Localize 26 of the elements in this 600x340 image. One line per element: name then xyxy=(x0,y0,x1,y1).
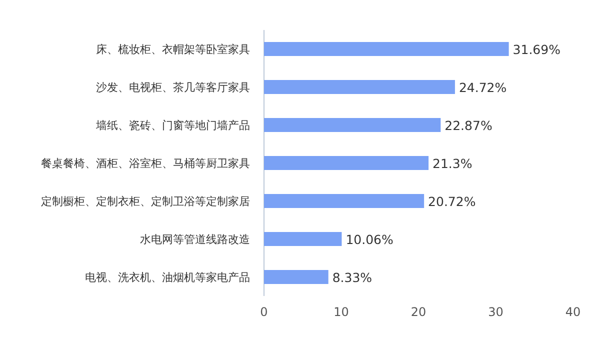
y-tick-label: 电视、洗衣机、油烟机等家电产品 xyxy=(85,271,250,284)
bar xyxy=(264,42,509,56)
x-tick-label: 10 xyxy=(334,305,349,319)
bar xyxy=(264,232,342,246)
x-tick-label: 30 xyxy=(488,305,504,319)
bar xyxy=(264,80,455,94)
data-label: 10.06% xyxy=(346,232,394,247)
y-tick-label: 墙纸、瓷砖、门窗等地门墙产品 xyxy=(95,119,250,132)
x-tick-label: 0 xyxy=(260,305,268,319)
x-tick-label: 40 xyxy=(565,305,581,319)
bar xyxy=(264,270,328,284)
data-label: 21.3% xyxy=(432,156,472,171)
x-tick-label: 20 xyxy=(410,305,426,319)
y-tick-label: 餐桌餐椅、酒柜、浴室柜、马桶等厨卫家具 xyxy=(41,157,250,170)
y-tick-label: 沙发、电视柜、茶几等客厅家具 xyxy=(96,81,250,94)
bar xyxy=(264,156,429,170)
data-label: 22.87% xyxy=(444,118,492,133)
y-tick-label: 水电网等管道线路改造 xyxy=(140,233,250,246)
data-label: 20.72% xyxy=(428,194,476,209)
data-label: 31.69% xyxy=(512,42,561,57)
bar xyxy=(264,118,441,132)
data-label: 24.72% xyxy=(458,80,507,95)
y-tick-label: 床、梳妆柜、衣帽架等卧室家具 xyxy=(96,43,250,56)
bar xyxy=(264,194,424,208)
data-label: 8.33% xyxy=(332,270,372,285)
y-tick-label: 定制橱柜、定制衣柜、定制卫浴等定制家居 xyxy=(41,195,250,208)
